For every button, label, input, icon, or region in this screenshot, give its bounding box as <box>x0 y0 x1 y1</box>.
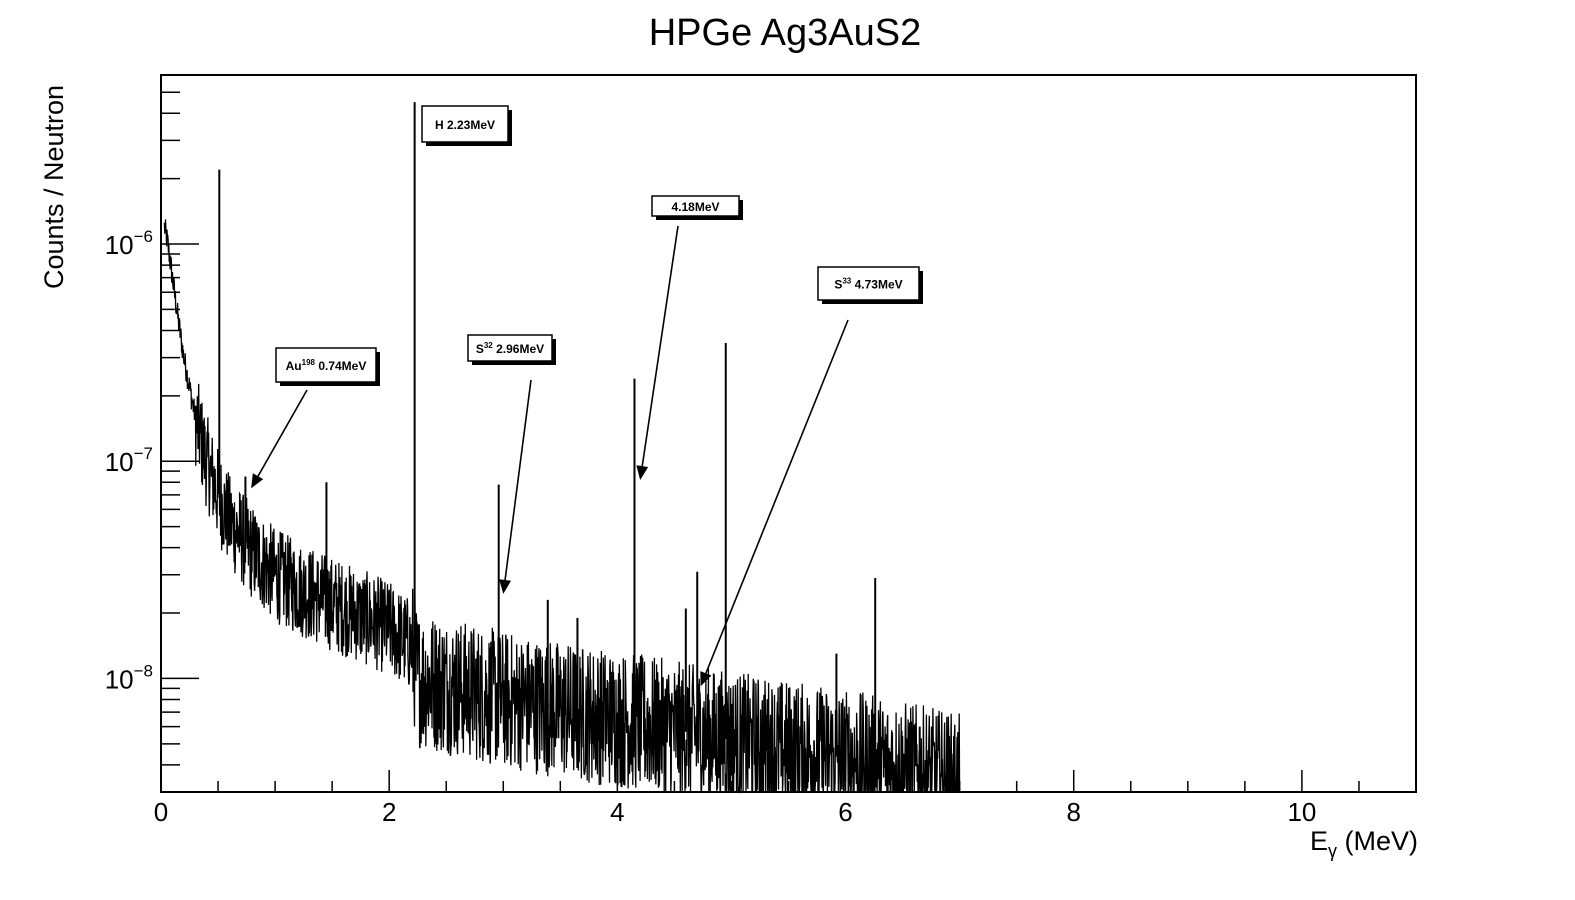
x-tick-label: 4 <box>610 797 624 827</box>
y-tick-label: 10−7 <box>105 444 153 477</box>
annotation-label: S32 2.96MeV <box>467 334 556 594</box>
x-tick-label: 8 <box>1066 797 1080 827</box>
annotation-arrowhead <box>700 671 712 687</box>
x-tick-label: 10 <box>1287 797 1316 827</box>
annotation-text: Au198 0.74MeV <box>286 358 367 373</box>
annotation-box <box>817 266 920 301</box>
annotation-arrow <box>705 319 849 674</box>
y-axis-label: Counts / Neutron <box>39 85 69 289</box>
annotation-text: H 2.23MeV <box>435 118 495 132</box>
annotation-label: Au198 0.74MeV <box>251 347 380 489</box>
annotation-arrow <box>504 379 532 581</box>
x-tick-label: 2 <box>382 797 396 827</box>
svg-text:Eγ (MeV): Eγ (MeV) <box>1310 826 1418 861</box>
annotation-arrow <box>641 225 679 467</box>
annotation-arrow <box>257 389 308 477</box>
annotation-box <box>651 195 740 217</box>
axis-ticks: 0 2 4 6 8 10 10−6 10−7 10−8 <box>105 74 1417 827</box>
spectrum-series <box>163 219 961 794</box>
annotation-layer: Au198 0.74MeV H 2.23MeV S32 2.96MeV 4.18MeV… <box>251 105 923 687</box>
x-tick-label: 6 <box>838 797 852 827</box>
y-tick-label: 10−8 <box>105 661 153 694</box>
annotation-text: 4.18MeV <box>671 200 719 214</box>
x-tick-label: 0 <box>154 797 168 827</box>
annotation-box <box>467 334 553 362</box>
annotation-label: 4.18MeV <box>636 195 743 480</box>
annotation-arrowhead <box>251 473 264 489</box>
annotation-box <box>275 347 377 383</box>
annotation-box <box>421 105 509 143</box>
annotation-arrowhead <box>636 465 649 480</box>
annotation-arrowhead <box>499 579 512 594</box>
annotation-text: S33 4.73MeV <box>834 277 902 292</box>
annotation-label: H 2.23MeV <box>421 105 512 146</box>
annotation-label: S33 4.73MeV <box>700 266 923 687</box>
x-axis-label: Eγ (MeV) <box>1310 826 1418 861</box>
data-layer <box>163 102 961 794</box>
svg-text:Counts / Neutron: Counts / Neutron <box>39 85 69 289</box>
chart-title: HPGe Ag3AuS2 <box>649 12 922 54</box>
y-tick-label: 10−6 <box>105 227 153 260</box>
annotation-text: S32 2.96MeV <box>476 341 544 356</box>
plot-frame <box>160 74 1417 793</box>
